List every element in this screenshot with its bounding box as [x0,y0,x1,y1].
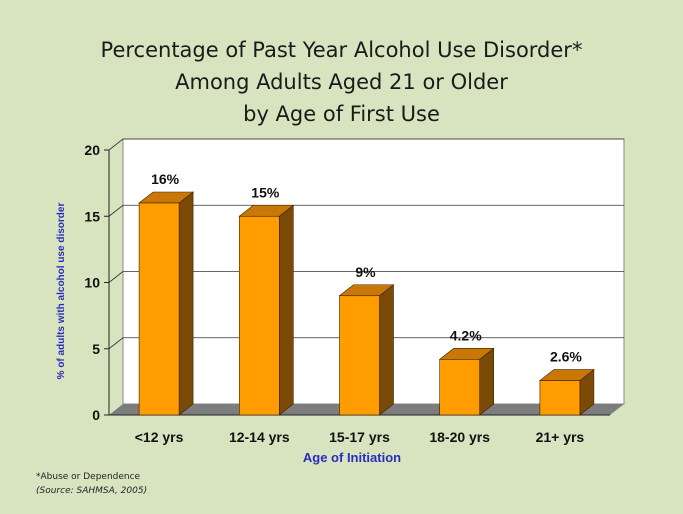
y-tick-label-3: 15 [84,208,100,224]
x-tick-label-4: 21+ yrs [536,429,585,445]
y-tick-label-1: 5 [92,341,100,357]
y-tick-label-0: 0 [92,407,100,423]
chart-title-line-3: by Age of First Use [243,102,440,126]
gridline-side-3 [108,204,124,217]
gridline-side-1 [108,337,124,350]
x-tick-label-1: 12-14 yrs [229,429,290,445]
gridline-side-4 [108,138,124,151]
footnote-source: (Source: SAHMSA, 2005) [36,486,148,496]
data-label-1: 15% [251,184,280,200]
data-label-2: 9% [355,264,376,280]
bar-side-1 [278,204,294,416]
bar-1 [239,215,280,416]
x-tick-label-2: 15-17 yrs [329,429,390,445]
data-label-3: 4.2% [450,327,482,343]
y-tick-label-2: 10 [84,275,100,291]
gridline-side-2 [108,271,124,283]
data-label-4: 2.6% [550,349,582,365]
y-axis-label: % of adults with alcohol use disorder [56,203,67,380]
bar-3 [439,359,481,416]
bar-4 [539,380,581,416]
y-tick-label-4: 20 [84,142,100,158]
chart-title-line-2: Among Adults Aged 21 or Older [175,70,508,94]
data-label-0: 16% [151,171,180,187]
chart-title-line-1: Percentage of Past Year Alcohol Use Diso… [100,38,583,62]
bar-side-3 [479,347,495,416]
x-axis-label: Age of Initiation [303,450,401,465]
bar-side-2 [379,284,394,416]
x-tick-label-0: <12 yrs [135,429,184,445]
x-tick-label-3: 18-20 yrs [429,429,490,445]
bar-0 [138,202,180,416]
bar-side-0 [178,191,194,416]
footnote-note: *Abuse or Dependence [36,472,141,482]
bar-2 [339,295,380,416]
